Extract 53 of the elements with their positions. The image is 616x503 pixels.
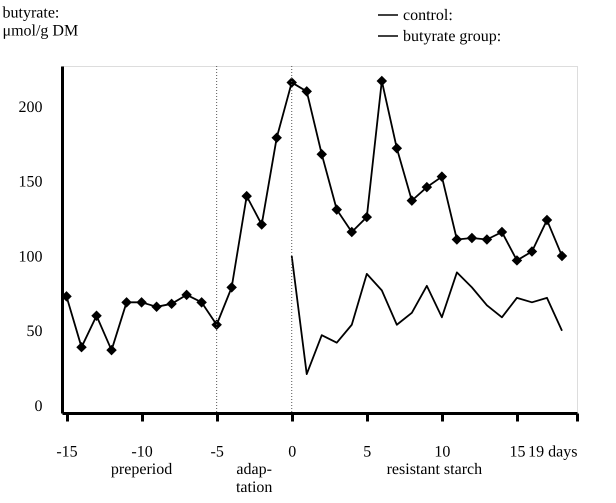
point (362, 212, 372, 222)
x-tick-label: 19 days (528, 444, 578, 460)
y-tick-label: 0 (34, 398, 42, 416)
point (482, 234, 492, 245)
x-tick-label: 5 (363, 444, 372, 460)
point (271, 132, 282, 144)
point (76, 342, 87, 352)
y-tick-label: 100 (18, 248, 42, 266)
point (496, 226, 508, 238)
point (526, 246, 538, 257)
point (512, 255, 522, 266)
point (301, 86, 312, 97)
x-tick-label: -10 (131, 444, 153, 460)
y-tick-label: 50 (26, 323, 42, 340)
point (542, 214, 552, 226)
x-tick-label: 15 (509, 444, 526, 460)
point (406, 195, 418, 206)
point (106, 344, 117, 356)
point (136, 297, 147, 308)
point (226, 282, 237, 293)
point (376, 76, 388, 86)
point (241, 190, 252, 202)
legend-label: butyrate group: (403, 28, 502, 45)
point (151, 302, 162, 312)
text: resistant starch (386, 461, 482, 478)
point (91, 310, 102, 322)
point (452, 234, 462, 245)
x-tick-label: -15 (56, 444, 78, 460)
legend-label: control: (403, 7, 453, 24)
point (121, 297, 132, 308)
point (166, 298, 177, 310)
point (466, 232, 478, 244)
point (346, 226, 358, 238)
point (316, 149, 327, 160)
x-tick-label: 0 (288, 444, 296, 460)
point (181, 290, 192, 300)
point (256, 219, 267, 230)
x-tick-label: 10 (434, 444, 450, 460)
y-tick-label: 150 (18, 174, 42, 191)
point (436, 171, 448, 182)
point (211, 320, 222, 330)
text: preperiod (110, 461, 172, 478)
point (422, 182, 432, 192)
y-tick-label: 200 (18, 98, 42, 116)
point (286, 77, 297, 88)
x-tick-label: -5 (210, 444, 224, 460)
line-series (290, 255, 563, 376)
text: adap- tation (236, 461, 272, 496)
point (392, 143, 402, 154)
point (556, 250, 568, 262)
point (332, 204, 342, 215)
point (196, 297, 207, 308)
y-axis-title: butyrate: μmol/g DM (2, 4, 78, 40)
